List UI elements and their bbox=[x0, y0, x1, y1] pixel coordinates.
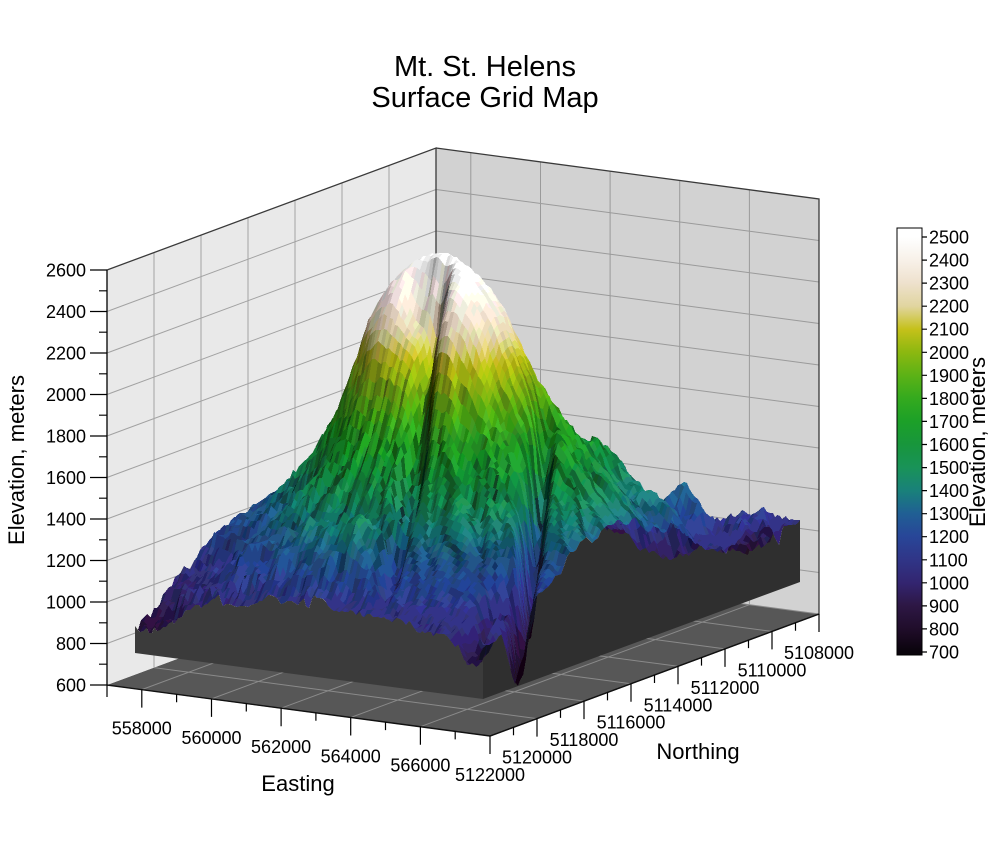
svg-text:600: 600 bbox=[56, 676, 86, 696]
svg-text:1500: 1500 bbox=[929, 458, 969, 478]
svg-text:Northing: Northing bbox=[656, 739, 739, 764]
svg-text:800: 800 bbox=[56, 634, 86, 654]
svg-text:562000: 562000 bbox=[251, 737, 311, 757]
svg-text:2500: 2500 bbox=[929, 228, 969, 248]
svg-text:2400: 2400 bbox=[929, 251, 969, 271]
svg-text:Elevation, meters: Elevation, meters bbox=[965, 357, 990, 527]
svg-text:1800: 1800 bbox=[46, 427, 86, 447]
svg-text:2400: 2400 bbox=[46, 302, 86, 322]
svg-text:1300: 1300 bbox=[929, 504, 969, 524]
svg-text:5120000: 5120000 bbox=[502, 748, 572, 768]
svg-text:700: 700 bbox=[929, 643, 959, 663]
svg-text:2200: 2200 bbox=[46, 344, 86, 364]
svg-text:800: 800 bbox=[929, 619, 959, 639]
svg-text:5112000: 5112000 bbox=[691, 678, 760, 698]
svg-text:1800: 1800 bbox=[929, 389, 969, 409]
svg-text:5122000: 5122000 bbox=[455, 765, 525, 785]
svg-text:5118000: 5118000 bbox=[550, 730, 619, 750]
svg-text:1100: 1100 bbox=[929, 550, 968, 570]
svg-text:Elevation, meters: Elevation, meters bbox=[4, 375, 29, 545]
svg-text:1700: 1700 bbox=[929, 412, 969, 432]
svg-text:2300: 2300 bbox=[929, 274, 969, 294]
svg-text:566000: 566000 bbox=[390, 756, 450, 776]
svg-text:564000: 564000 bbox=[321, 747, 381, 767]
svg-text:1900: 1900 bbox=[929, 366, 969, 386]
svg-text:1400: 1400 bbox=[929, 481, 969, 501]
svg-text:5110000: 5110000 bbox=[738, 660, 807, 680]
svg-text:560000: 560000 bbox=[181, 728, 241, 748]
svg-text:1600: 1600 bbox=[929, 435, 969, 455]
svg-text:5114000: 5114000 bbox=[644, 695, 713, 715]
svg-text:Easting: Easting bbox=[261, 771, 334, 796]
svg-text:1200: 1200 bbox=[929, 527, 969, 547]
svg-text:558000: 558000 bbox=[112, 719, 172, 739]
svg-text:5108000: 5108000 bbox=[784, 643, 854, 663]
svg-text:Surface Grid Map: Surface Grid Map bbox=[371, 82, 598, 114]
svg-text:Mt. St. Helens: Mt. St. Helens bbox=[394, 51, 576, 83]
svg-text:900: 900 bbox=[929, 596, 959, 616]
svg-text:2100: 2100 bbox=[929, 320, 969, 340]
svg-text:2200: 2200 bbox=[929, 297, 969, 317]
svg-text:5116000: 5116000 bbox=[597, 713, 666, 733]
svg-text:1000: 1000 bbox=[929, 573, 969, 593]
svg-text:2600: 2600 bbox=[46, 261, 86, 281]
svg-text:1400: 1400 bbox=[46, 510, 86, 530]
svg-text:1200: 1200 bbox=[46, 551, 86, 571]
svg-text:1000: 1000 bbox=[46, 593, 86, 613]
svg-text:1600: 1600 bbox=[46, 468, 86, 488]
svg-text:2000: 2000 bbox=[46, 385, 86, 405]
svg-text:2000: 2000 bbox=[929, 343, 969, 363]
